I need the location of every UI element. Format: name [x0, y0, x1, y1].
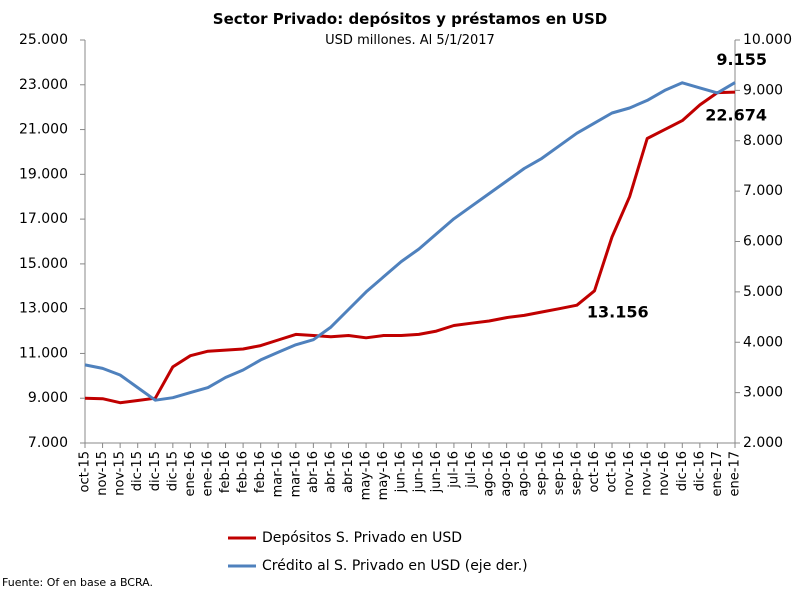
- x-tick-label: ene-16: [183, 451, 198, 496]
- x-tick-label: abr-16: [341, 451, 356, 493]
- y2-tick-label: 6.000: [743, 234, 783, 250]
- x-tick-label: nov-16: [640, 451, 655, 496]
- x-tick-label: ago-16: [482, 451, 497, 497]
- x-tick-label: jul-16: [464, 451, 479, 489]
- x-tick-label: dic-16: [692, 451, 707, 491]
- x-tick-label: jun-16: [394, 451, 409, 493]
- y-tick-label: 9.000: [28, 390, 68, 406]
- y2-tick-label: 10.000: [743, 32, 792, 48]
- x-tick-label: jun-16: [411, 451, 426, 493]
- y2-tick-label: 4.000: [743, 334, 783, 350]
- y2-tick-label: 7.000: [743, 183, 783, 199]
- x-tick-label: mar-16: [288, 451, 303, 497]
- x-tick-label: nov-16: [657, 451, 672, 496]
- chart-subtitle: USD millones. Al 5/1/2017: [325, 33, 495, 48]
- x-tick-label: nov-16: [622, 451, 637, 496]
- x-tick-label: oct-16: [587, 451, 602, 492]
- x-tick-label: may-16: [376, 451, 391, 500]
- x-tick-label: sep-16: [569, 451, 584, 495]
- x-tick-label: feb-16: [253, 451, 268, 493]
- y2-tick-label: 5.000: [743, 284, 783, 300]
- data-label: 9.155: [716, 50, 767, 69]
- x-tick-label: may-16: [359, 451, 374, 500]
- y-tick-label: 7.000: [28, 435, 68, 451]
- y-tick-label: 15.000: [19, 256, 68, 272]
- data-label: 22.674: [705, 106, 767, 125]
- x-tick-label: feb-16: [236, 451, 251, 493]
- x-tick-label: ene-17: [728, 451, 743, 496]
- y-tick-label: 23.000: [19, 77, 68, 93]
- data-line: [84, 90, 736, 405]
- x-tick-label: ago-16: [499, 451, 514, 497]
- x-tick-label: ene-17: [710, 451, 725, 496]
- y2-tick-label: 2.000: [743, 435, 783, 451]
- source-note: Fuente: Of en base a BCRA.: [2, 576, 153, 589]
- x-tick-label: ago-16: [517, 451, 532, 497]
- x-tick-label: dic-15: [165, 451, 180, 491]
- data-label: 13.156: [587, 303, 649, 322]
- data-line: [84, 81, 736, 402]
- x-tick-label: nov-15: [113, 451, 128, 496]
- x-tick-label: oct-15: [78, 451, 93, 492]
- x-tick-label: ene-16: [200, 451, 215, 496]
- chart-title: Sector Privado: depósitos y préstamos en…: [213, 10, 607, 28]
- y-tick-label: 21.000: [19, 122, 68, 138]
- x-tick-label: jun-16: [429, 451, 444, 493]
- x-tick-label: dic-15: [148, 451, 163, 491]
- x-tick-label: nov-15: [95, 451, 110, 496]
- y-tick-label: 17.000: [19, 211, 68, 227]
- y-tick-label: 11.000: [19, 345, 68, 361]
- y2-tick-label: 3.000: [743, 385, 783, 401]
- x-tick-label: dic-16: [675, 451, 690, 491]
- x-tick-label: abr-16: [306, 451, 321, 493]
- x-tick-label: sep-16: [534, 451, 549, 495]
- legend-label: Depósitos S. Privado en USD: [262, 530, 462, 546]
- x-tick-label: sep-16: [552, 451, 567, 495]
- y2-tick-label: 9.000: [743, 82, 783, 98]
- y2-tick-label: 8.000: [743, 133, 783, 149]
- y-tick-label: 13.000: [19, 301, 68, 317]
- legend-label: Crédito al S. Privado en USD (eje der.): [262, 558, 528, 574]
- x-tick-label: mar-16: [271, 451, 286, 497]
- y-tick-label: 19.000: [19, 166, 68, 182]
- x-tick-label: abr-16: [323, 451, 338, 493]
- x-tick-label: jul-16: [446, 451, 461, 489]
- x-tick-label: feb-16: [218, 451, 233, 493]
- y-tick-label: 25.000: [19, 32, 68, 48]
- x-tick-label: oct-16: [605, 451, 620, 492]
- x-tick-label: dic-15: [130, 451, 145, 491]
